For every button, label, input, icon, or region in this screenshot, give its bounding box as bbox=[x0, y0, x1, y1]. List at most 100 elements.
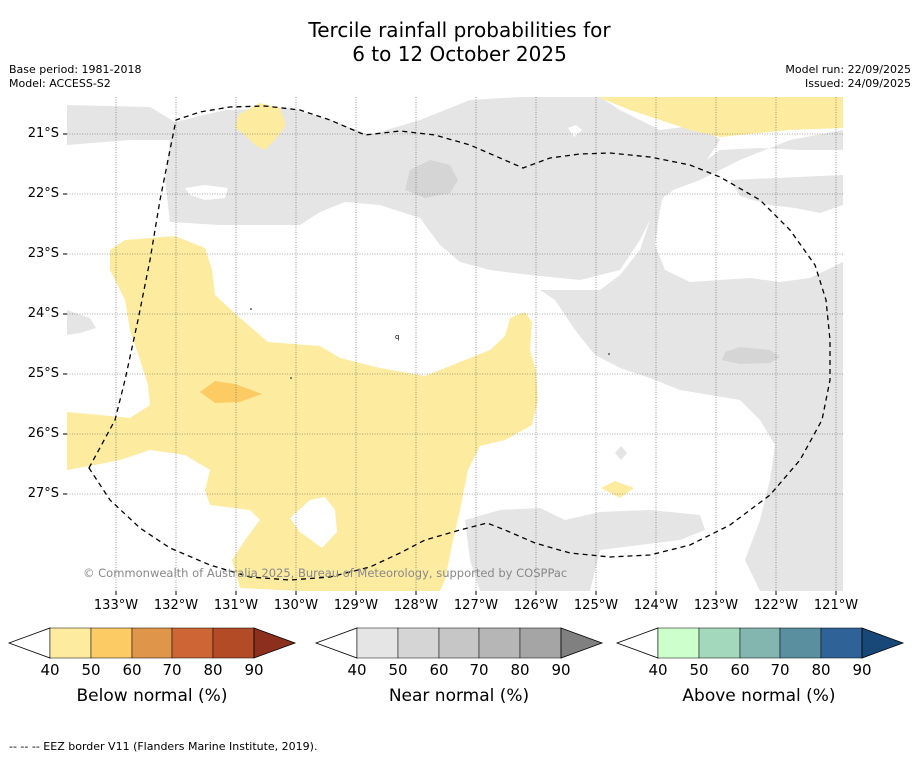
colorbar-below-min-arrow bbox=[7, 627, 51, 659]
lat-label: 27°S bbox=[27, 486, 59, 501]
lat-label: 22°S bbox=[27, 186, 59, 201]
colorbar-near-bin-4 bbox=[478, 627, 521, 659]
title-line-1: Tercile rainfall probabilities for bbox=[308, 18, 611, 42]
colorbar-tick: 50 bbox=[388, 661, 408, 679]
base-info: Base period: 1981-2018 Model: ACCESS-S2 bbox=[9, 63, 141, 91]
colorbar-above-max-arrow bbox=[861, 627, 905, 659]
colorbar-below-bin-5 bbox=[212, 627, 255, 659]
model-text: Model: ACCESS-S2 bbox=[9, 77, 111, 90]
near-normal-region-east bbox=[540, 97, 843, 591]
near-normal-darker-patch bbox=[405, 160, 458, 198]
colorbar-tick: 80 bbox=[510, 661, 530, 679]
axis-ticks bbox=[63, 133, 837, 595]
lon-label: 127°W bbox=[453, 598, 499, 613]
colorbar-above-min-arrow bbox=[615, 627, 659, 659]
colorbar-above-bin-3 bbox=[739, 627, 781, 659]
colorbar-tick: 40 bbox=[347, 661, 367, 679]
colorbar-title-near: Near normal (%) bbox=[388, 686, 530, 706]
lon-label: 126°W bbox=[513, 598, 559, 613]
near-normal-region-southeast bbox=[465, 508, 705, 591]
base-period-text: Base period: 1981-2018 bbox=[9, 63, 142, 76]
below-normal-small-patch bbox=[601, 481, 634, 498]
colorbar-tick: 60 bbox=[429, 661, 449, 679]
white-hole-north bbox=[185, 185, 228, 200]
lat-label: 21°S bbox=[27, 126, 59, 141]
artefact-dot-1 bbox=[250, 308, 252, 310]
gridlines bbox=[67, 97, 843, 591]
near-normal-darker-patch-east bbox=[722, 347, 780, 364]
colorbar-tick: 60 bbox=[122, 661, 142, 679]
eez-footnote: -- -- -- EEZ border V11 (Flanders Marine… bbox=[9, 740, 318, 753]
artefact-dot-2 bbox=[290, 377, 292, 379]
colorbar-near-bin-2 bbox=[397, 627, 440, 659]
colorbar-above-bin-1 bbox=[657, 627, 700, 659]
colorbar-tick: 80 bbox=[203, 661, 223, 679]
colorbar-below-max-arrow bbox=[253, 627, 297, 659]
lat-label: 25°S bbox=[27, 366, 59, 381]
colorbar-title-below: Below normal (%) bbox=[76, 686, 228, 706]
near-normal-region-west bbox=[67, 310, 96, 335]
lon-label: 133°W bbox=[93, 598, 139, 613]
lon-label: 123°W bbox=[693, 598, 739, 613]
colorbar-tick: 70 bbox=[770, 661, 790, 679]
title-line-2: 6 to 12 October 2025 bbox=[352, 42, 567, 66]
colorbar-title-above: Above normal (%) bbox=[682, 686, 836, 706]
colorbar-tick: 70 bbox=[162, 661, 182, 679]
artefact-glyph: q bbox=[395, 333, 399, 341]
lon-label: 131°W bbox=[213, 598, 259, 613]
lon-label: 121°W bbox=[813, 598, 859, 613]
colorbar-near-min-arrow bbox=[314, 627, 358, 659]
colorbar-above-bin-2 bbox=[698, 627, 741, 659]
colorbar-tick: 50 bbox=[689, 661, 709, 679]
lat-label: 26°S bbox=[27, 426, 59, 441]
colorbar-below-bin-1 bbox=[49, 627, 92, 659]
colorbar-tick: 70 bbox=[469, 661, 489, 679]
colorbar-below-bin-4 bbox=[171, 627, 214, 659]
lon-label: 132°W bbox=[153, 598, 199, 613]
colorbar-above-bin-5 bbox=[820, 627, 863, 659]
colorbar-near-bin-3 bbox=[438, 627, 480, 659]
run-info: Model run: 22/09/2025 Issued: 24/09/2025 bbox=[785, 63, 911, 91]
colorbar-tick: 60 bbox=[730, 661, 750, 679]
below-normal-region-main bbox=[67, 236, 538, 591]
colorbar-near-normal bbox=[314, 627, 604, 659]
below-normal-region-northeast bbox=[598, 97, 843, 137]
colorbar-tick: 90 bbox=[852, 661, 872, 679]
lon-label: 129°W bbox=[333, 598, 379, 613]
lon-label: 128°W bbox=[393, 598, 439, 613]
colorbar-above-normal bbox=[615, 627, 905, 659]
map-area: q bbox=[67, 97, 843, 591]
lat-label: 24°S bbox=[27, 306, 59, 321]
map-title: Tercile rainfall probabilities for 6 to … bbox=[0, 18, 919, 66]
white-hole-small bbox=[568, 125, 582, 137]
colorbar-tick: 90 bbox=[244, 661, 264, 679]
colorbar-above-bin-4 bbox=[779, 627, 822, 659]
artefact-dot-3 bbox=[608, 353, 610, 355]
below-normal-60-patch bbox=[200, 381, 262, 403]
colorbar-near-bin-1 bbox=[356, 627, 399, 659]
near-normal-region-north bbox=[67, 97, 720, 280]
below-normal-region-north bbox=[235, 103, 286, 150]
issued-text: Issued: 24/09/2025 bbox=[804, 77, 911, 90]
lat-label: 23°S bbox=[27, 246, 59, 261]
lon-label: 125°W bbox=[573, 598, 619, 613]
colorbar-tick: 40 bbox=[648, 661, 668, 679]
lon-label: 124°W bbox=[633, 598, 679, 613]
white-diamond-outline bbox=[615, 446, 627, 460]
model-run-text: Model run: 22/09/2025 bbox=[785, 63, 911, 76]
colorbar-near-max-arrow bbox=[560, 627, 604, 659]
colorbar-tick: 80 bbox=[811, 661, 831, 679]
colorbar-below-normal bbox=[7, 627, 297, 659]
colorbar-tick: 50 bbox=[81, 661, 101, 679]
lon-label: 122°W bbox=[753, 598, 799, 613]
colorbar-tick: 40 bbox=[40, 661, 60, 679]
colorbar-near-bin-5 bbox=[519, 627, 562, 659]
copyright-text: © Commonwealth of Australia 2025, Bureau… bbox=[83, 566, 567, 580]
white-hole-south bbox=[290, 497, 337, 548]
colorbar-below-bin-2 bbox=[90, 627, 133, 659]
near-normal-region-east-band bbox=[730, 175, 843, 213]
colorbar-tick: 90 bbox=[551, 661, 571, 679]
colorbar-below-bin-3 bbox=[131, 627, 173, 659]
lon-label: 130°W bbox=[273, 598, 319, 613]
